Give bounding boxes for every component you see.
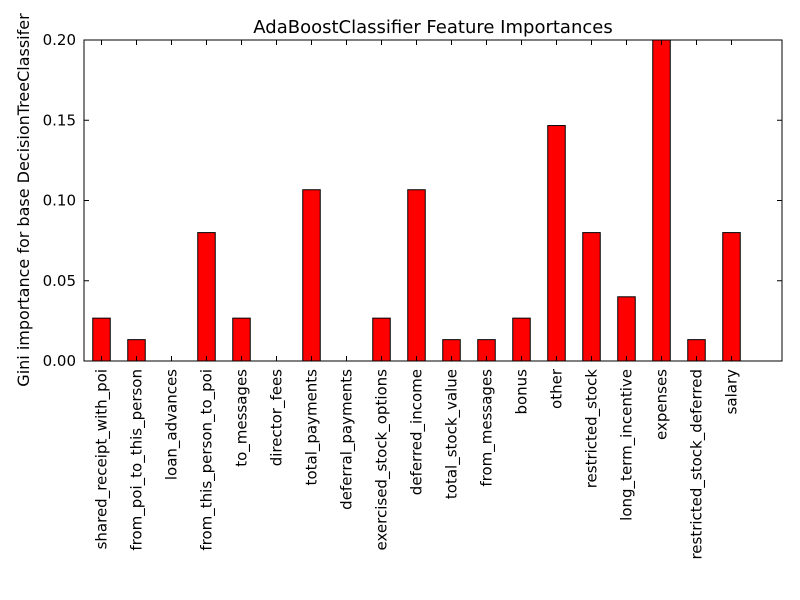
x-tick-label: other (548, 368, 566, 409)
y-axis-label: Gini importance for base DecisionTreeCla… (14, 13, 33, 387)
x-tick-label: expenses (653, 369, 671, 440)
x-tick-label: from_poi_to_this_person (128, 369, 147, 551)
y-tick-label: 0.20 (43, 31, 76, 49)
x-ticks-group: shared_receipt_with_poi from_poi_to_this_… (93, 40, 741, 560)
bar-shared-receipt-with-poi (92, 317, 111, 362)
y-tick-label: 0.10 (43, 192, 76, 210)
bar-other (547, 125, 566, 362)
y-ticks-group: 0.00 0.05 0.10 0.15 0.20 (43, 31, 782, 370)
plot-frame (83, 39, 783, 362)
x-tick-label: salary (723, 369, 741, 415)
bar-bonus (512, 317, 531, 362)
bar-exercised-stock-options (372, 317, 391, 362)
y-tick-label: 0.15 (43, 111, 76, 129)
bar-to-messages (232, 317, 251, 362)
x-tick-label: loan_advances (163, 369, 182, 480)
x-tick-label: from_this_person_to_poi (198, 369, 217, 551)
x-tick-label: total_payments (303, 369, 322, 486)
x-tick-label: exercised_stock_options (373, 369, 392, 551)
x-tick-label: from_messages (478, 369, 497, 487)
chart-title: AdaBoostClassifier Feature Importances (253, 17, 612, 38)
x-tick-label: shared_receipt_with_poi (93, 369, 112, 549)
x-tick-label: restricted_stock (583, 369, 602, 489)
bar-long-term-incentive (617, 296, 636, 362)
bar-expenses (652, 39, 671, 362)
y-tick-label: 0.00 (43, 352, 76, 370)
x-tick-label: restricted_stock_deferred (688, 369, 707, 560)
x-tick-label: bonus (513, 369, 531, 415)
bars-group (92, 39, 741, 362)
bar-total-payments (302, 189, 321, 362)
x-tick-label: long_term_incentive (618, 369, 637, 521)
x-tick-label: deferral_payments (338, 369, 357, 510)
x-tick-label: to_messages (233, 369, 252, 467)
x-tick-label: director_fees (268, 369, 287, 466)
bar-deferred-income (407, 189, 426, 362)
x-tick-label: total_stock_value (443, 369, 462, 499)
y-tick-label: 0.05 (43, 272, 76, 290)
bar-from-this-person-to-poi (197, 232, 216, 362)
bar-salary (722, 232, 741, 362)
bar-restricted-stock (582, 232, 601, 362)
x-tick-label: deferred_income (408, 369, 427, 495)
